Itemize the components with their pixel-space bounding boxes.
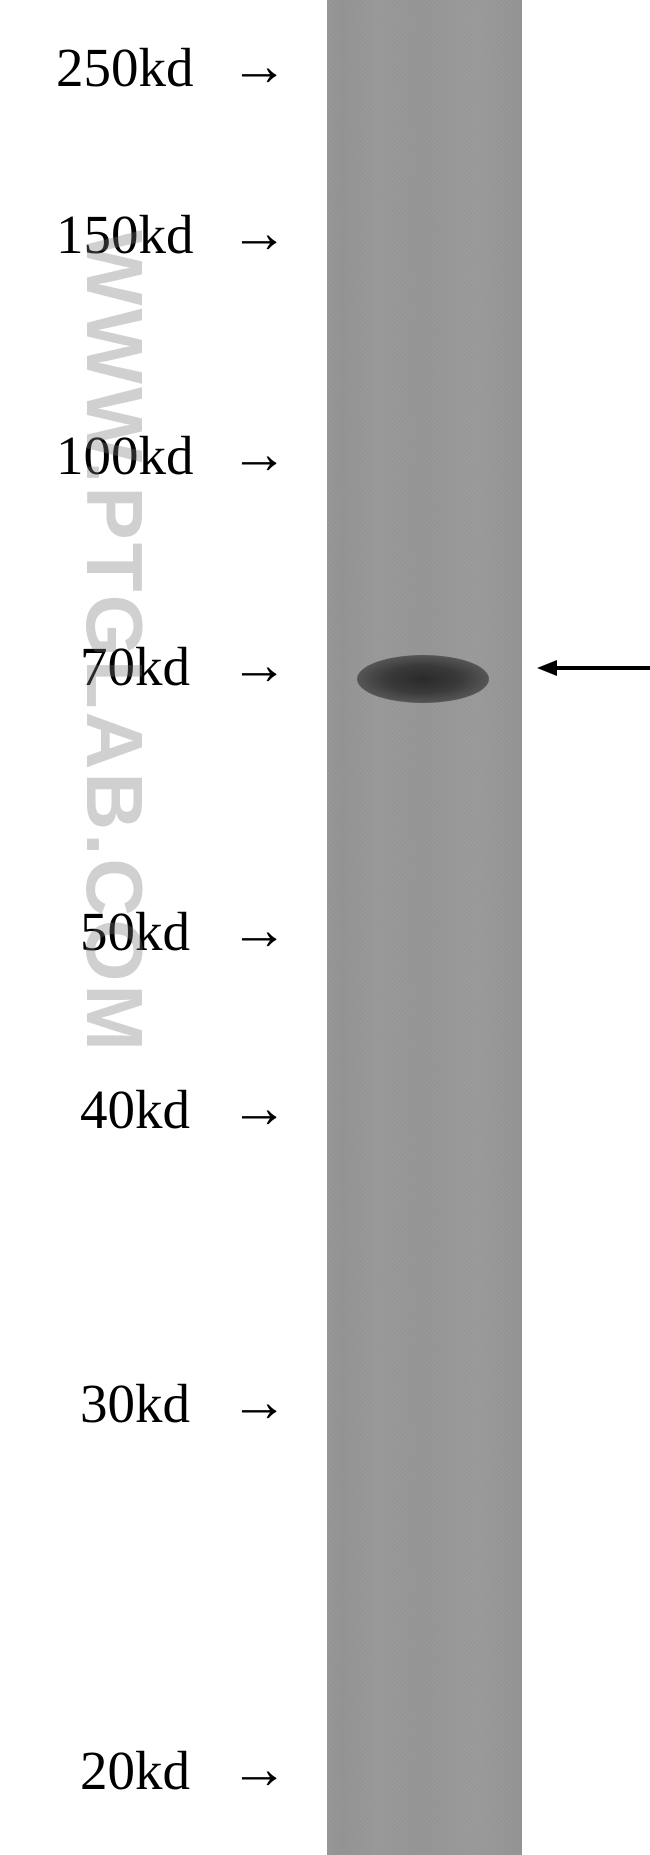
arrow-right-icon: → <box>230 1735 288 1802</box>
marker-label: 250kd <box>56 36 194 99</box>
marker-label: 20kd <box>80 1739 190 1802</box>
marker-label: 150kd <box>56 203 194 266</box>
marker-label: 40kd <box>80 1078 190 1141</box>
arrow-right-icon: → <box>230 32 288 99</box>
protein-band <box>357 655 489 703</box>
marker-label: 100kd <box>56 424 194 487</box>
arrow-right-icon: → <box>230 896 288 963</box>
arrow-right-icon: → <box>230 631 288 698</box>
marker-label: 70kd <box>80 635 190 698</box>
band-indicator-arrow <box>537 653 650 683</box>
arrow-right-icon: → <box>230 420 288 487</box>
arrow-right-icon: → <box>230 1074 288 1141</box>
arrow-right-icon: → <box>230 199 288 266</box>
marker-label: 50kd <box>80 900 190 963</box>
blot-container: 250kd → 150kd → 100kd → 70kd → 50kd → 40… <box>0 0 650 1855</box>
arrow-right-icon: → <box>230 1368 288 1435</box>
marker-label: 30kd <box>80 1372 190 1435</box>
lane-noise <box>327 0 522 1855</box>
